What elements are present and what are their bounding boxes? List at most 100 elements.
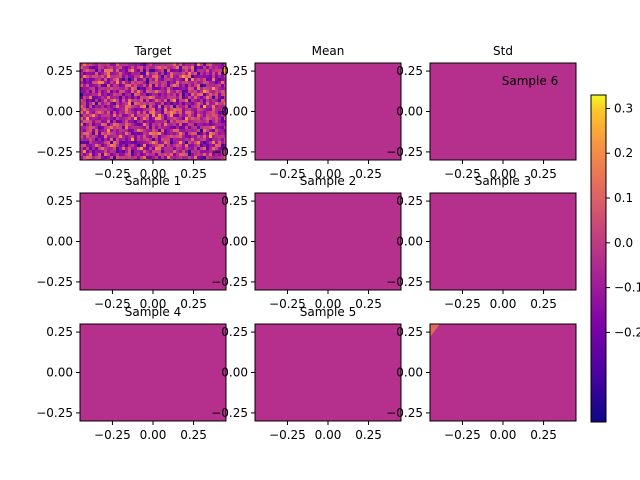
noise-cell [167, 150, 170, 153]
noise-cell [158, 111, 161, 114]
noise-cell [194, 132, 197, 135]
noise-cell [209, 84, 212, 87]
noise-cell [89, 102, 92, 105]
noise-cell [173, 138, 176, 141]
noise-cell [176, 69, 179, 72]
noise-cell [146, 102, 149, 105]
noise-cell [104, 123, 107, 126]
noise-cell [179, 72, 182, 75]
noise-cell [161, 111, 164, 114]
noise-cell [188, 132, 191, 135]
noise-cell [188, 117, 191, 120]
noise-cell [155, 93, 158, 96]
noise-cell [164, 123, 167, 126]
noise-cell [80, 75, 83, 78]
noise-cell [98, 150, 101, 153]
noise-cell [200, 78, 203, 81]
noise-cell [116, 78, 119, 81]
noise-cell [155, 90, 158, 93]
noise-cell [212, 81, 215, 84]
noise-cell [83, 96, 86, 99]
noise-cell [215, 138, 218, 141]
noise-cell [215, 153, 218, 156]
noise-cell [95, 99, 98, 102]
noise-cell [116, 144, 119, 147]
noise-cell [92, 78, 95, 81]
noise-cell [116, 63, 119, 66]
noise-cell [191, 63, 194, 66]
noise-cell [137, 132, 140, 135]
noise-cell [143, 138, 146, 141]
noise-cell [83, 84, 86, 87]
noise-cell [80, 78, 83, 81]
noise-cell [170, 102, 173, 105]
noise-cell [191, 132, 194, 135]
noise-cell [200, 75, 203, 78]
noise-cell [221, 75, 224, 78]
noise-cell [98, 96, 101, 99]
noise-cell [143, 78, 146, 81]
noise-cell [137, 129, 140, 132]
x-tick-label: 0.00 [315, 167, 342, 181]
noise-cell [215, 90, 218, 93]
noise-cell [170, 99, 173, 102]
noise-cell [152, 102, 155, 105]
noise-cell [191, 87, 194, 90]
noise-cell [98, 81, 101, 84]
noise-cell [128, 87, 131, 90]
noise-cell [143, 87, 146, 90]
noise-cell [92, 117, 95, 120]
noise-cell [113, 156, 116, 159]
noise-cell [200, 117, 203, 120]
noise-cell [122, 87, 125, 90]
noise-cell [203, 141, 206, 144]
noise-cell [113, 81, 116, 84]
noise-cell [161, 150, 164, 153]
noise-cell [110, 69, 113, 72]
noise-cell [170, 69, 173, 72]
noise-cell [140, 129, 143, 132]
noise-cell [83, 141, 86, 144]
noise-cell [101, 96, 104, 99]
noise-cell [116, 81, 119, 84]
noise-cell [173, 63, 176, 66]
noise-cell [176, 93, 179, 96]
noise-cell [98, 63, 101, 66]
noise-cell [179, 84, 182, 87]
noise-cell [221, 78, 224, 81]
noise-cell [188, 87, 191, 90]
noise-cell [107, 66, 110, 69]
noise-cell [137, 141, 140, 144]
noise-cell [140, 147, 143, 150]
noise-cell [80, 105, 83, 108]
noise-cell [224, 84, 226, 87]
noise-cell [83, 135, 86, 138]
noise-cell [167, 105, 170, 108]
noise-cell [110, 114, 113, 117]
noise-cell [194, 138, 197, 141]
noise-cell [224, 123, 226, 126]
panel-title: Sample 3 [475, 174, 531, 188]
noise-cell [143, 114, 146, 117]
noise-cell [143, 108, 146, 111]
noise-cell [212, 117, 215, 120]
noise-cell [167, 126, 170, 129]
noise-cell [164, 96, 167, 99]
noise-cell [122, 129, 125, 132]
noise-cell [221, 135, 224, 138]
noise-cell [86, 87, 89, 90]
noise-cell [218, 90, 221, 93]
noise-cell [182, 93, 185, 96]
noise-cell [146, 111, 149, 114]
noise-cell [212, 132, 215, 135]
noise-cell [170, 123, 173, 126]
noise-cell [209, 72, 212, 75]
noise-cell [146, 99, 149, 102]
noise-cell [116, 138, 119, 141]
noise-cell [209, 150, 212, 153]
noise-cell [128, 132, 131, 135]
noise-cell [197, 99, 200, 102]
noise-cell [215, 123, 218, 126]
noise-cell [128, 108, 131, 111]
noise-cell [134, 96, 137, 99]
